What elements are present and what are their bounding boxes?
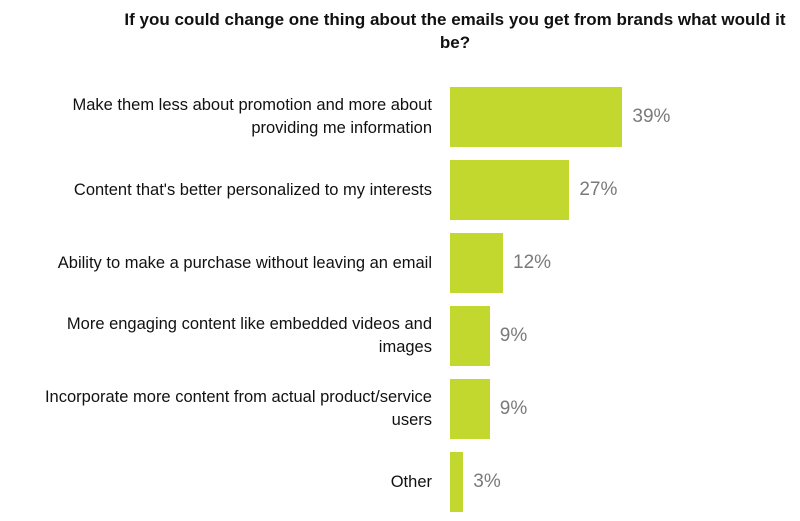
value-label: 12% [513,252,552,273]
value-label: 3% [473,471,501,492]
category-label: Incorporate more content from actual pro… [44,388,432,429]
chart-title: If you could change one thing about the … [124,10,786,52]
bar [450,306,490,366]
bar [450,87,623,147]
category-label: Content that's better personalized to my… [73,180,432,199]
bar [450,233,504,293]
category-label: More engaging content like embedded vide… [66,315,432,356]
value-label: 39% [632,106,671,127]
bar [450,160,570,220]
bar [450,452,464,512]
category-label: Other [390,472,432,491]
category-label: Make them less about promotion and more … [72,96,432,137]
value-label: 27% [579,179,618,200]
category-label: Ability to make a purchase without leavi… [57,253,432,272]
value-label: 9% [499,325,528,346]
bar [450,379,490,439]
value-label: 9% [499,398,528,419]
